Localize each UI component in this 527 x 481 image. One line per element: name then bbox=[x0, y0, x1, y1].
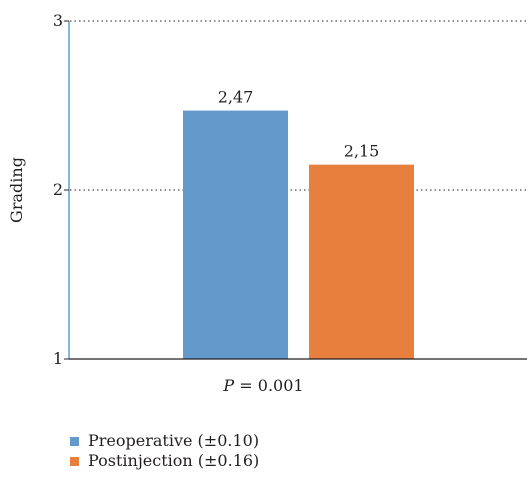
bars-group bbox=[183, 110, 414, 359]
legend-swatch-preoperative bbox=[70, 437, 79, 446]
legend-label-postinjection: Postinjection (±0.16) bbox=[88, 450, 260, 470]
data-label-0: 2,47 bbox=[218, 88, 254, 107]
p-value-symbol: P bbox=[223, 376, 235, 395]
y-tick-label-1: 1 bbox=[53, 349, 63, 368]
legend-label-preoperative: Preoperative (±0.10) bbox=[88, 430, 260, 450]
bar-postinjection bbox=[309, 164, 414, 359]
data-label-1: 2,15 bbox=[344, 142, 380, 161]
y-tick-label-3: 3 bbox=[53, 11, 63, 30]
y-axis-label: Grading bbox=[7, 157, 26, 223]
legend-item-preoperative: Preoperative (±0.10) bbox=[70, 430, 259, 450]
grid-lines bbox=[70, 20, 527, 191]
labels-group: 2,47 2,15 1 2 3 Grading bbox=[7, 11, 379, 368]
axes bbox=[64, 20, 527, 360]
bar-preoperative bbox=[183, 110, 288, 359]
y-tick-label-2: 2 bbox=[53, 180, 63, 199]
bar-chart: 2,47 2,15 1 2 3 Grading bbox=[7, 11, 527, 368]
legend-item-postinjection: Postinjection (±0.16) bbox=[70, 450, 259, 470]
p-value-text: = 0.001 bbox=[234, 376, 304, 395]
p-value-annotation: P = 0.001 bbox=[0, 376, 527, 395]
legend: Preoperative (±0.10) Postinjection (±0.1… bbox=[70, 430, 259, 470]
legend-swatch-postinjection bbox=[70, 457, 79, 466]
